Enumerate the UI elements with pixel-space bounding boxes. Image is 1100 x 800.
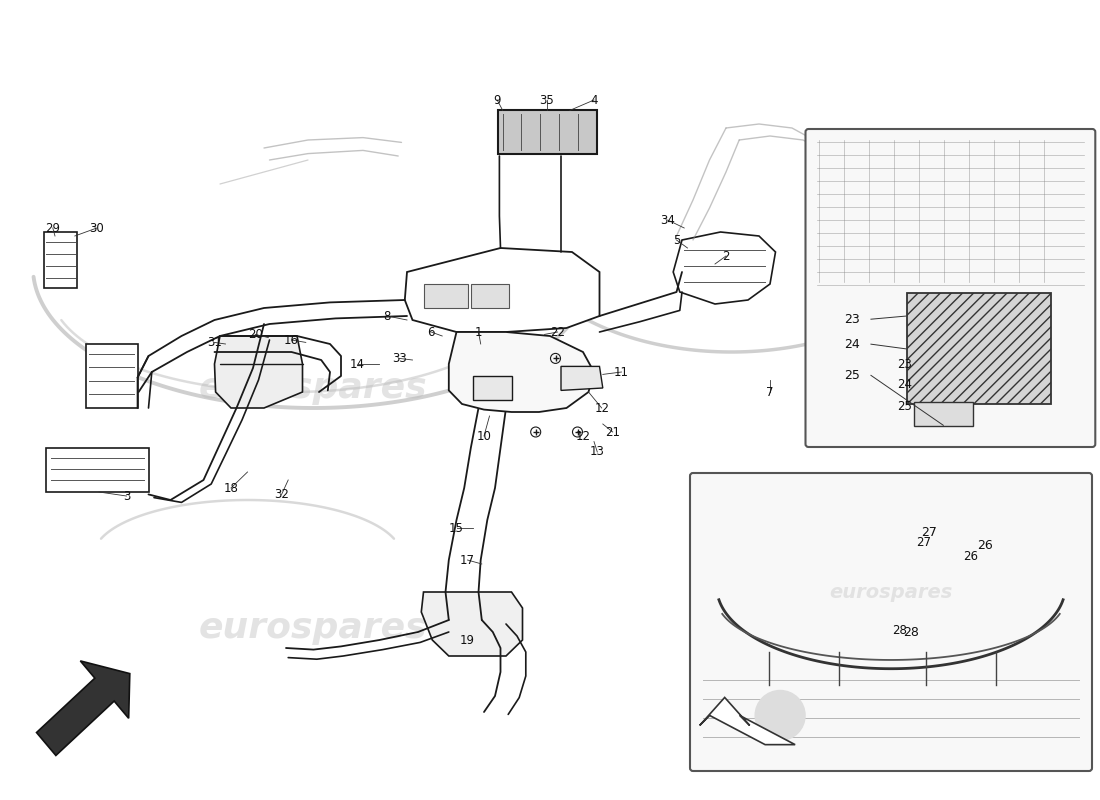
Text: 12: 12 — [575, 430, 591, 442]
Text: 27: 27 — [916, 536, 932, 549]
Polygon shape — [86, 344, 138, 408]
Text: 30: 30 — [89, 222, 104, 234]
Text: 35: 35 — [539, 94, 554, 106]
Text: 27: 27 — [922, 526, 937, 538]
Text: eurospares: eurospares — [199, 611, 428, 645]
Text: 26: 26 — [962, 550, 978, 562]
Polygon shape — [44, 232, 77, 288]
Bar — [471, 284, 509, 308]
Polygon shape — [673, 232, 775, 304]
Bar — [424, 284, 468, 308]
Text: 25: 25 — [896, 400, 912, 413]
Text: eurospares: eurospares — [199, 371, 428, 405]
Text: 34: 34 — [660, 214, 675, 226]
FancyBboxPatch shape — [805, 129, 1096, 447]
Text: 19: 19 — [460, 634, 475, 646]
Polygon shape — [449, 332, 594, 412]
Polygon shape — [473, 376, 512, 400]
Text: 18: 18 — [223, 482, 239, 494]
Text: 28: 28 — [903, 626, 918, 638]
FancyBboxPatch shape — [914, 402, 972, 426]
Text: 12: 12 — [594, 402, 609, 414]
Text: 15: 15 — [449, 522, 464, 534]
Text: 23: 23 — [844, 313, 859, 326]
Text: 26: 26 — [977, 539, 992, 552]
Text: 6: 6 — [428, 326, 435, 338]
Text: 32: 32 — [274, 488, 289, 501]
Text: eurospares: eurospares — [829, 582, 953, 602]
Text: 28: 28 — [892, 624, 907, 637]
Text: 23: 23 — [896, 358, 912, 370]
Text: 5: 5 — [673, 234, 680, 246]
Text: 20: 20 — [248, 328, 263, 341]
Text: 1: 1 — [475, 326, 482, 338]
Text: 31: 31 — [207, 336, 222, 349]
Text: 9: 9 — [494, 94, 501, 106]
Text: 21: 21 — [605, 426, 620, 438]
Polygon shape — [498, 110, 597, 154]
Text: 22: 22 — [550, 326, 565, 338]
Polygon shape — [214, 336, 302, 408]
Polygon shape — [36, 661, 130, 755]
Text: 33: 33 — [392, 352, 407, 365]
Text: 16: 16 — [284, 334, 299, 346]
Text: 24: 24 — [844, 338, 859, 350]
Polygon shape — [46, 448, 148, 492]
Text: 24: 24 — [896, 378, 912, 390]
Text: 10: 10 — [476, 430, 492, 442]
Text: 17: 17 — [460, 554, 475, 566]
Text: 13: 13 — [590, 446, 605, 458]
Text: 25: 25 — [844, 369, 859, 382]
Circle shape — [756, 690, 805, 740]
Polygon shape — [561, 366, 603, 390]
Polygon shape — [700, 698, 795, 745]
FancyBboxPatch shape — [690, 473, 1092, 771]
Text: 11: 11 — [614, 366, 629, 378]
Text: 7: 7 — [767, 386, 773, 398]
Text: 4: 4 — [591, 94, 597, 106]
Text: 2: 2 — [723, 250, 729, 262]
Text: 8: 8 — [384, 310, 390, 322]
Text: 3: 3 — [123, 490, 130, 502]
Polygon shape — [405, 248, 600, 332]
Text: 14: 14 — [350, 358, 365, 370]
Polygon shape — [421, 592, 522, 656]
Text: 29: 29 — [45, 222, 60, 234]
FancyBboxPatch shape — [906, 294, 1050, 405]
